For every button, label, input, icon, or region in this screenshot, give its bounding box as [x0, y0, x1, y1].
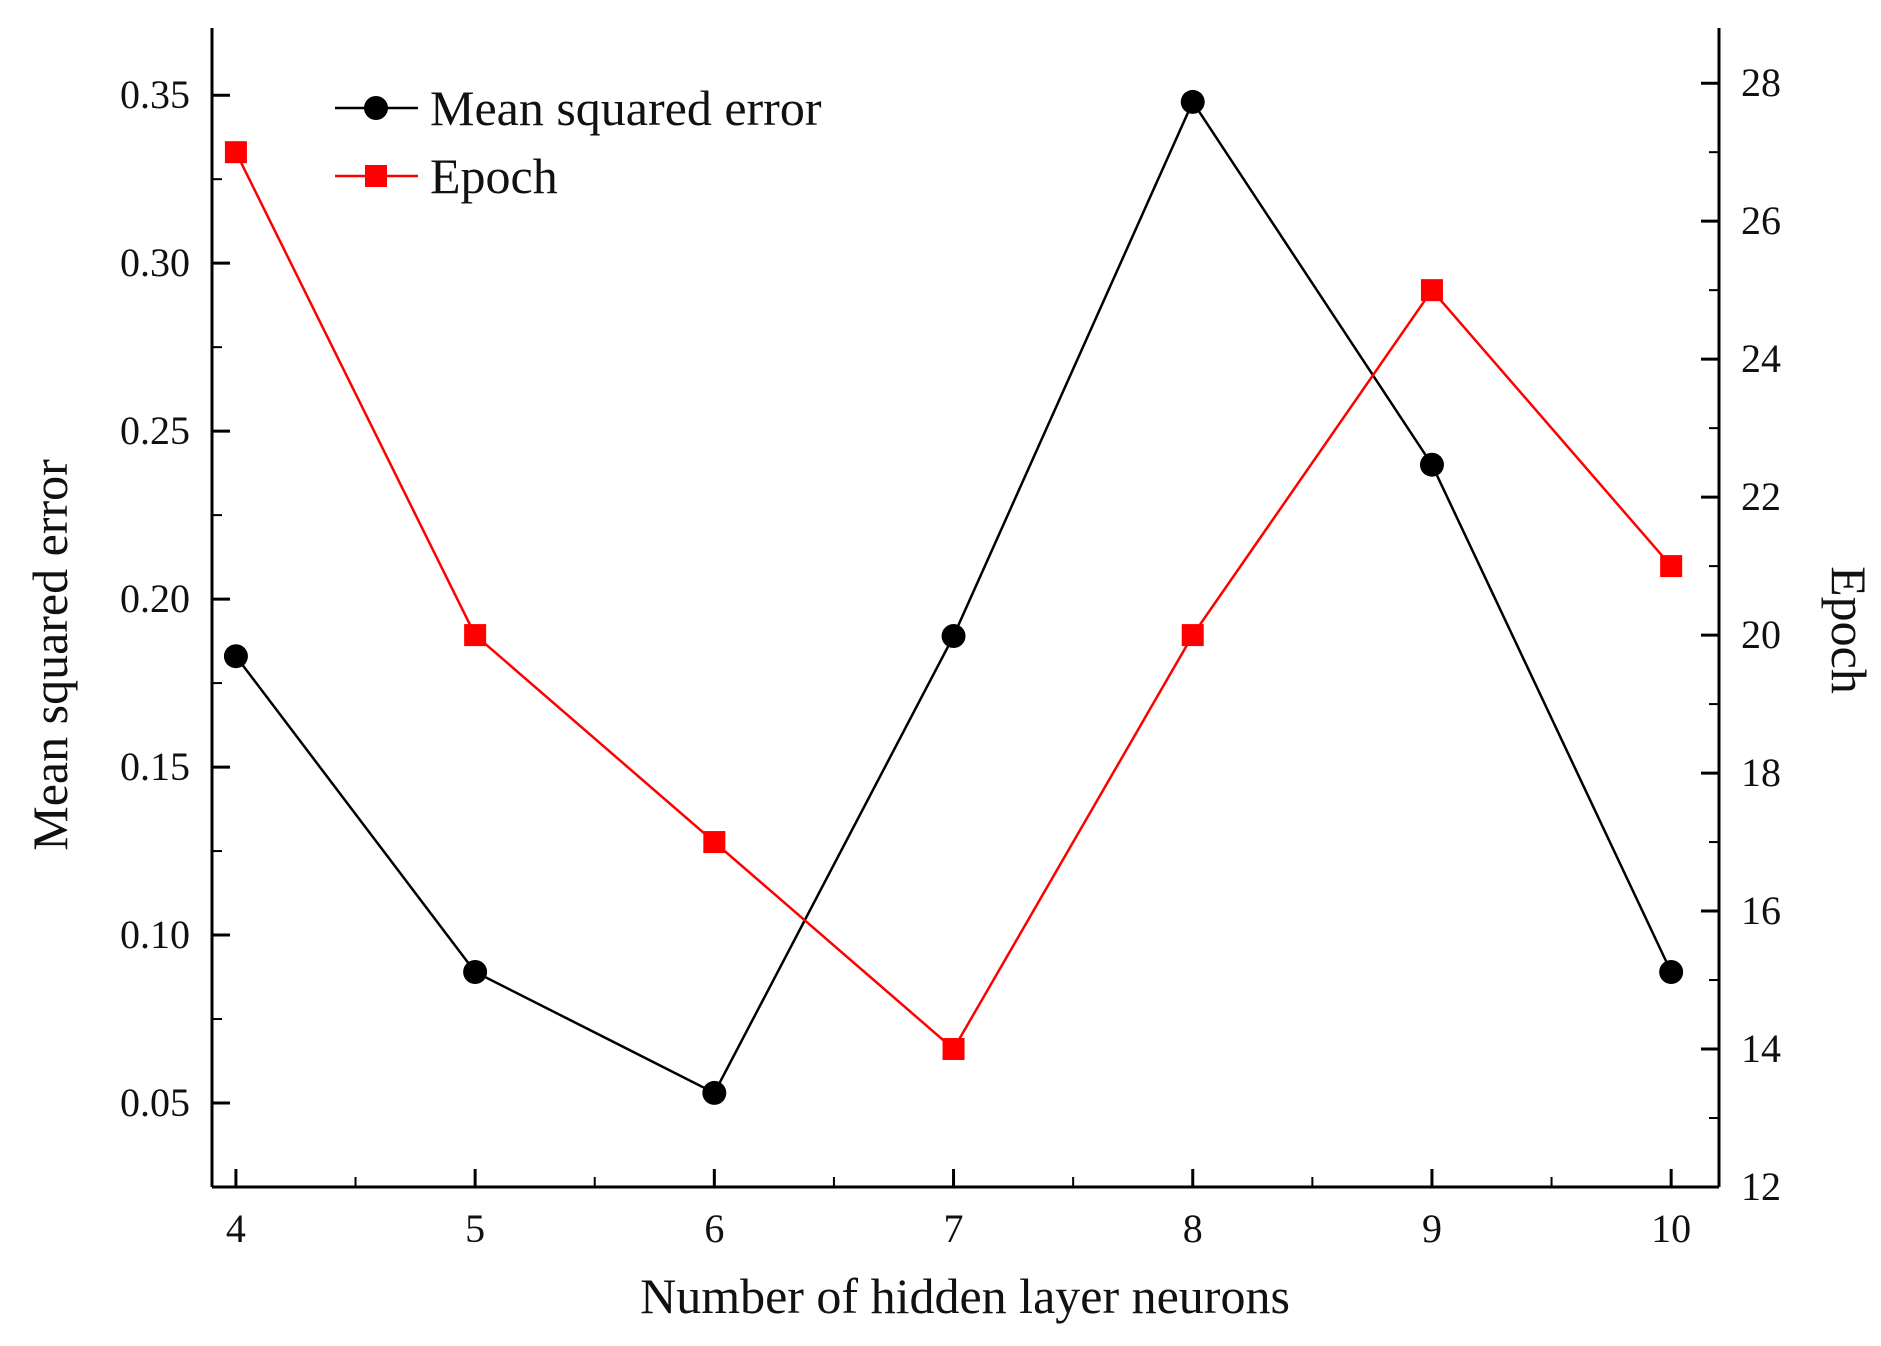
y2-tick-label: 18 — [1741, 750, 1781, 795]
mean-squared-error-legend-marker — [364, 96, 388, 120]
y2-axis-title: Epoch — [1821, 566, 1877, 694]
x-tick-label: 6 — [704, 1206, 724, 1251]
y-tick-label: 0.05 — [120, 1080, 190, 1125]
mean-squared-error-point — [463, 959, 488, 984]
plot-series — [223, 89, 1684, 1105]
x-tick-label: 10 — [1651, 1206, 1691, 1251]
x-tick-label: 4 — [226, 1206, 246, 1251]
mean-squared-error-point — [223, 644, 248, 669]
x-tick-label: 8 — [1183, 1206, 1203, 1251]
epoch-point — [703, 831, 726, 854]
axes: 4 5 6 7 8 9 10 0.05 0.10 0.15 0.20 0.25 0.30 0.35 12 14… — [120, 28, 1781, 1251]
epoch-point — [1181, 624, 1204, 647]
y-tick-label: 0.20 — [120, 576, 190, 621]
y-tick-label: 0.25 — [120, 408, 190, 453]
y2-tick-label: 26 — [1741, 198, 1781, 243]
legend: Mean squared error Epoch — [335, 80, 822, 204]
x-tick-label: 7 — [944, 1206, 964, 1251]
epoch-legend-label: Epoch — [430, 148, 558, 204]
y2-tick-label: 14 — [1741, 1026, 1781, 1071]
y2-tick-label: 20 — [1741, 612, 1781, 657]
mean-squared-error-point — [1180, 89, 1205, 114]
y2-tick-label: 24 — [1741, 336, 1781, 381]
y2-tick-label: 28 — [1741, 60, 1781, 105]
y-tick-label: 0.35 — [120, 72, 190, 117]
epoch-line — [234, 151, 1673, 1051]
mean-squared-error-line — [234, 99, 1673, 1095]
mean-squared-error-point — [1659, 959, 1684, 984]
epoch-point — [1420, 279, 1443, 302]
mean-squared-error-point — [702, 1080, 727, 1105]
y-tick-label: 0.10 — [120, 912, 190, 957]
y-tick-label: 0.15 — [120, 744, 190, 789]
epoch-point — [464, 624, 487, 647]
y2-tick-label: 22 — [1741, 474, 1781, 519]
y-tick-label: 0.30 — [120, 240, 190, 285]
mean-squared-error-legend-label: Mean squared error — [430, 80, 822, 136]
epoch-point — [1660, 555, 1683, 578]
mean-squared-error-point — [1419, 452, 1444, 477]
epoch-point — [942, 1038, 965, 1061]
x-axis-title: Number of hidden layer neurons — [640, 1268, 1290, 1324]
epoch-legend-marker — [365, 165, 387, 187]
mean-squared-error-point — [941, 624, 966, 649]
x-tick-label: 9 — [1422, 1206, 1442, 1251]
x-tick-label: 5 — [465, 1206, 485, 1251]
epoch-point — [224, 141, 247, 164]
y2-tick-label: 16 — [1741, 888, 1781, 933]
y-axis-title: Mean squared error — [22, 459, 78, 851]
y2-tick-label: 12 — [1741, 1164, 1781, 1209]
